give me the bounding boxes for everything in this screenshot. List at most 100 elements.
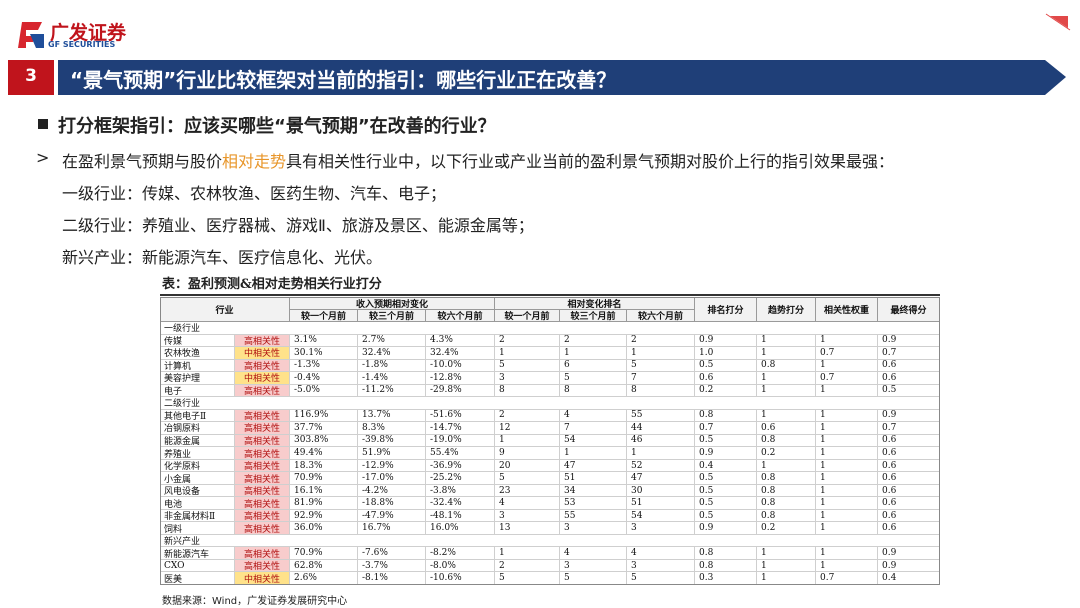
cell-value: 2 — [495, 409, 560, 423]
sub-header: 较一个月前 — [495, 310, 560, 322]
cell-value: 0.9 — [695, 522, 757, 535]
cell-value: 0.5 — [695, 497, 757, 510]
cell-value: 32.4% — [426, 347, 495, 360]
relation-tag: 高相关性 — [235, 484, 290, 498]
cell-value: 44 — [627, 422, 695, 435]
cell-value: 1 — [495, 347, 560, 360]
cell-value: 8 — [627, 384, 695, 398]
logo-icon — [18, 22, 42, 48]
cell-value: 1 — [816, 472, 878, 485]
cell-value: 0.9 — [695, 334, 757, 348]
industry: 农林牧渔 — [160, 347, 235, 360]
industry: 养殖业 — [160, 447, 235, 460]
column-header: 排名打分 — [695, 297, 757, 322]
cell-value: 0.8 — [757, 509, 816, 523]
cell-value: 12 — [495, 422, 560, 435]
cell-value: 1 — [816, 334, 878, 348]
cell-value: -4.2% — [358, 484, 426, 498]
cell-value: 20 — [495, 459, 560, 473]
cell-value: 92.9% — [290, 509, 358, 523]
cell-value: 1 — [627, 347, 695, 360]
cell-value: 0.5 — [695, 359, 757, 373]
cell-value: 1 — [816, 559, 878, 573]
section-number: 3 — [25, 66, 37, 86]
cell-value: 0.7 — [695, 422, 757, 435]
cell-value: 1 — [816, 497, 878, 510]
cell-value: 0.2 — [757, 522, 816, 535]
cell-value: 0.5 — [695, 484, 757, 498]
cell-value: 51.9% — [358, 447, 426, 460]
relation-tag: 高相关性 — [235, 522, 290, 535]
cell-value: -48.1% — [426, 509, 495, 523]
bullet-marker: > — [36, 148, 50, 167]
relation-tag: 高相关性 — [235, 459, 290, 473]
sub-header: 较三个月前 — [358, 310, 426, 322]
cell-value: 0.8 — [757, 497, 816, 510]
column-header: 最终得分 — [878, 297, 940, 322]
cell-value: 0.8 — [695, 547, 757, 560]
cell-value: 0.6 — [757, 422, 816, 435]
cell-value: 37.7% — [290, 422, 358, 435]
cell-value: 30.1% — [290, 347, 358, 360]
column-header: 行业 — [160, 297, 290, 322]
cell-value: 16.7% — [358, 522, 426, 535]
cell-value: 2 — [627, 334, 695, 348]
cell-value: 53 — [560, 497, 627, 510]
cell-value: 1 — [816, 434, 878, 448]
text: 具有相关性行业中，以下行业或产业当前的盈利景气预期对股价上行的指引效果最强： — [286, 152, 895, 171]
cell-value: 3 — [495, 509, 560, 523]
industry: 能源金属 — [160, 434, 235, 448]
cell-value: 1 — [757, 384, 816, 398]
cell-value: 13 — [495, 522, 560, 535]
cell-value: -25.2% — [426, 472, 495, 485]
cell-value: 6 — [560, 359, 627, 373]
cell-value: 49.4% — [290, 447, 358, 460]
cell-value: 55 — [627, 409, 695, 423]
cell-value: 70.9% — [290, 472, 358, 485]
industry: 其他电子Ⅱ — [160, 409, 235, 423]
cell-value: 1 — [757, 409, 816, 423]
cell-value: 8 — [560, 384, 627, 398]
banner — [58, 60, 1066, 95]
column-header: 相关性权重 — [816, 297, 878, 322]
relation-tag: 高相关性 — [235, 547, 290, 560]
relation-tag: 高相关性 — [235, 509, 290, 523]
cell-value: 0.8 — [757, 472, 816, 485]
sub-header: 较三个月前 — [560, 310, 627, 322]
cell-value: 1 — [816, 447, 878, 460]
sub-header: 较六个月前 — [426, 310, 495, 322]
industry: 风电设备 — [160, 484, 235, 498]
cell-value: 0.2 — [695, 384, 757, 398]
cell-value: 4 — [560, 547, 627, 560]
cell-value: 3 — [627, 522, 695, 535]
cell-value: 1 — [757, 372, 816, 385]
cell-value: 1 — [816, 422, 878, 435]
relation-tag: 高相关性 — [235, 334, 290, 348]
section-box — [8, 60, 54, 95]
cell-value: 18.3% — [290, 459, 358, 473]
cell-value: 1 — [816, 409, 878, 423]
cell-value: -17.0% — [358, 472, 426, 485]
cell-value: 3 — [560, 559, 627, 573]
cell-value: 4 — [560, 409, 627, 423]
cell-value: 13.7% — [358, 409, 426, 423]
cell-value: 1 — [757, 334, 816, 348]
highlight: 相对走势 — [222, 152, 287, 171]
cell-value: 1 — [816, 484, 878, 498]
cell-value: 0.6 — [695, 372, 757, 385]
cell-value: -36.9% — [426, 459, 495, 473]
industry: 美容护理 — [160, 372, 235, 385]
cell-value: 32.4% — [358, 347, 426, 360]
table-title: 表：盈利预测&相对走势相关行业打分 — [162, 277, 382, 292]
cell-value: 2 — [495, 334, 560, 348]
cell-value: 1 — [757, 459, 816, 473]
cell-value: 0.8 — [695, 559, 757, 573]
cell-value: 47 — [627, 472, 695, 485]
logo-cn: 广发证券 — [50, 22, 127, 44]
cell-value: -5.0% — [290, 384, 358, 398]
cell-value: 4 — [627, 547, 695, 560]
line: 二级行业：养殖业、医疗器械、游戏Ⅱ、旅游及景区、能源金属等； — [62, 216, 534, 235]
cell-value: -1.8% — [358, 359, 426, 373]
cell-value: -12.8% — [426, 372, 495, 385]
cell-value: 2 — [495, 559, 560, 573]
